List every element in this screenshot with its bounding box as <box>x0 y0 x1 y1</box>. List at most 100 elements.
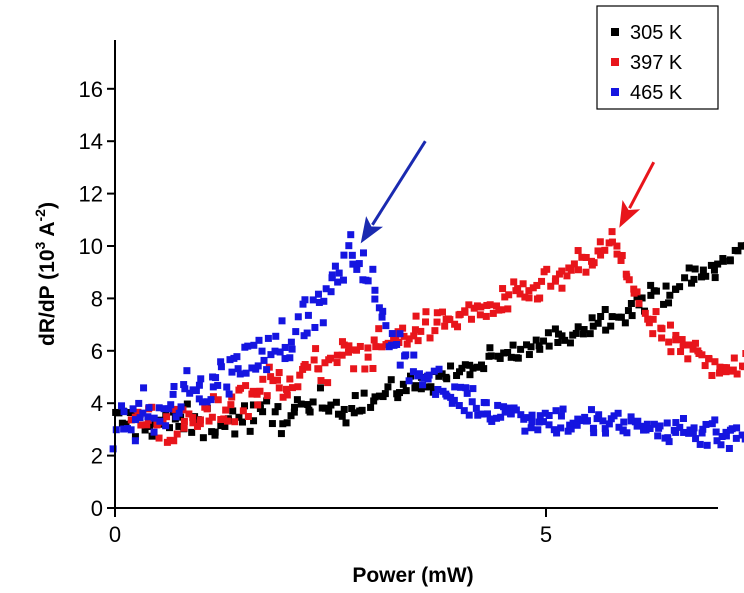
point-1-51 <box>259 375 267 383</box>
point-2-251 <box>702 420 710 428</box>
point-1-114 <box>422 318 430 326</box>
point-2-134 <box>425 371 433 379</box>
point-1-91 <box>364 353 372 361</box>
y-axis-title-end: ) <box>36 202 59 209</box>
point-0-82 <box>371 393 379 401</box>
point-0-130 <box>525 351 533 359</box>
point-0-146 <box>574 323 582 331</box>
point-0-42 <box>246 427 254 435</box>
point-2-96 <box>335 269 343 277</box>
point-2-40 <box>207 396 215 404</box>
point-1-232 <box>723 364 731 372</box>
point-1-172 <box>570 260 578 268</box>
point-1-217 <box>684 355 692 363</box>
point-1-93 <box>369 364 377 372</box>
point-2-95 <box>334 278 342 286</box>
point-2-124 <box>402 351 410 359</box>
point-2-78 <box>294 313 302 321</box>
point-2-100 <box>347 231 355 239</box>
point-0-180 <box>685 264 693 272</box>
point-2-151 <box>465 411 473 419</box>
point-2-174 <box>521 427 529 435</box>
point-0-121 <box>496 354 504 362</box>
point-0-75 <box>350 409 358 417</box>
point-2-102 <box>349 260 357 268</box>
point-1-92 <box>364 344 372 352</box>
point-2-58 <box>248 364 256 372</box>
point-2-149 <box>462 384 470 392</box>
arrow-2-head <box>360 216 383 244</box>
point-1-0 <box>127 416 135 424</box>
point-1-26 <box>196 420 204 428</box>
point-0-56 <box>290 408 298 416</box>
point-0-189 <box>711 274 719 282</box>
point-2-153 <box>469 385 477 393</box>
point-0-196 <box>734 247 742 255</box>
point-1-33 <box>214 396 222 404</box>
point-2-83 <box>304 311 312 319</box>
point-2-234 <box>663 419 671 427</box>
point-2-10 <box>135 399 143 407</box>
point-1-11 <box>155 434 163 442</box>
point-0-95 <box>412 382 420 390</box>
point-0-154 <box>601 306 609 314</box>
y-tick-label-5: 10 <box>79 234 103 259</box>
point-2-0 <box>109 445 117 453</box>
point-0-33 <box>217 422 225 430</box>
point-1-88 <box>353 346 361 354</box>
point-2-258 <box>718 433 726 441</box>
point-2-181 <box>536 412 544 420</box>
point-0-4 <box>122 420 130 428</box>
point-2-224 <box>639 422 647 430</box>
point-2-77 <box>292 328 300 336</box>
point-2-179 <box>534 426 542 434</box>
y-axis-title-sup2: -2 <box>32 209 48 222</box>
point-2-219 <box>627 413 635 421</box>
point-0-139 <box>554 330 562 338</box>
point-1-150 <box>514 285 522 293</box>
point-2-43 <box>212 374 220 382</box>
point-2-86 <box>315 298 323 306</box>
point-1-109 <box>410 332 418 340</box>
point-0-73 <box>342 419 350 427</box>
point-0-47 <box>259 408 267 416</box>
point-2-245 <box>689 428 697 436</box>
point-2-158 <box>482 399 490 407</box>
point-0-38 <box>231 430 239 438</box>
point-2-249 <box>699 425 707 433</box>
point-2-238 <box>672 428 680 436</box>
point-1-228 <box>716 363 724 371</box>
point-1-167 <box>558 267 566 275</box>
point-2-206 <box>595 411 603 419</box>
point-0-52 <box>277 430 285 438</box>
point-2-260 <box>722 428 730 436</box>
point-1-184 <box>601 246 609 254</box>
point-2-65 <box>263 366 271 374</box>
point-2-2 <box>118 402 126 410</box>
point-0-9 <box>141 426 149 434</box>
point-1-3 <box>134 408 142 416</box>
point-1-169 <box>563 272 571 280</box>
legend-marker-0 <box>611 28 619 36</box>
point-0-43 <box>250 417 258 425</box>
point-2-261 <box>725 444 733 452</box>
point-2-259 <box>722 432 730 440</box>
point-1-24 <box>189 419 197 427</box>
point-2-22 <box>165 405 173 413</box>
point-2-93 <box>328 274 336 282</box>
point-0-86 <box>384 383 392 391</box>
point-2-194 <box>567 425 575 433</box>
point-0-164 <box>633 293 641 301</box>
point-2-217 <box>620 418 628 426</box>
point-2-69 <box>272 332 280 340</box>
point-1-52 <box>263 392 271 400</box>
point-1-190 <box>618 251 626 259</box>
point-1-30 <box>205 417 213 425</box>
point-2-70 <box>276 348 284 356</box>
point-2-214 <box>615 423 623 431</box>
point-1-42 <box>237 384 245 392</box>
point-0-106 <box>447 362 455 370</box>
point-2-108 <box>364 277 372 285</box>
point-1-85 <box>344 348 352 356</box>
point-1-199 <box>641 309 649 317</box>
